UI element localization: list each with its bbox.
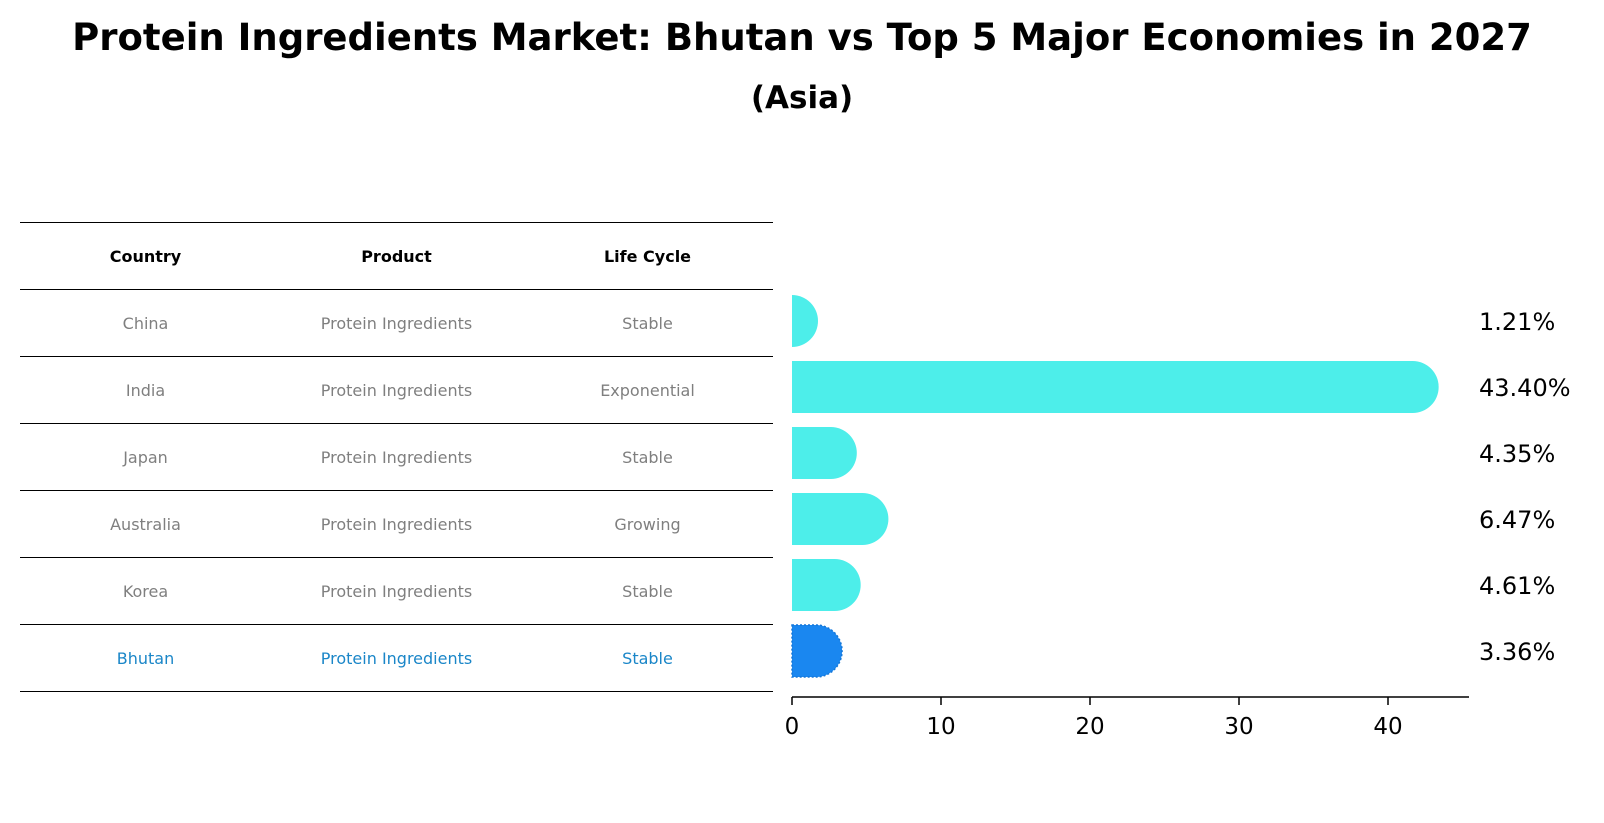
cell-life-cycle: Stable bbox=[622, 581, 673, 601]
cell-country: Bhutan bbox=[116, 648, 175, 668]
table-row-highlighted: Bhutan Protein Ingredients Stable bbox=[20, 624, 773, 692]
value-label: 43.40% bbox=[1479, 374, 1571, 402]
bar-bhutan bbox=[791, 624, 843, 678]
value-label: 4.61% bbox=[1479, 572, 1555, 600]
value-label: 3.36% bbox=[1479, 638, 1555, 666]
cell-product: Protein Ingredients bbox=[320, 447, 473, 467]
cell-product: Protein Ingredients bbox=[320, 648, 473, 668]
cell-product: Protein Ingredients bbox=[320, 380, 473, 400]
data-table: Country Product Life Cycle China Protein… bbox=[20, 222, 773, 692]
cell-country: Korea bbox=[122, 581, 169, 601]
x-tick-label: 10 bbox=[926, 714, 955, 740]
table-header-row: Country Product Life Cycle bbox=[20, 222, 773, 289]
x-tick-label: 40 bbox=[1373, 714, 1402, 740]
cell-product: Protein Ingredients bbox=[320, 581, 473, 601]
x-tick-label: 20 bbox=[1075, 714, 1104, 740]
value-label: 1.21% bbox=[1479, 308, 1555, 336]
cell-product: Protein Ingredients bbox=[320, 313, 473, 333]
cell-country: India bbox=[125, 380, 166, 400]
cell-life-cycle: Stable bbox=[622, 447, 673, 467]
header-life-cycle: Life Cycle bbox=[603, 246, 692, 266]
bar-china bbox=[792, 295, 818, 347]
cell-life-cycle: Stable bbox=[622, 648, 673, 668]
header-country: Country bbox=[109, 246, 182, 266]
value-label: 6.47% bbox=[1479, 506, 1555, 534]
chart-title: Protein Ingredients Market: Bhutan vs To… bbox=[72, 16, 1532, 59]
table-row: Korea Protein Ingredients Stable bbox=[20, 557, 773, 624]
cell-product: Protein Ingredients bbox=[320, 514, 473, 534]
cell-country: Australia bbox=[110, 514, 181, 534]
cell-life-cycle: Growing bbox=[614, 514, 681, 534]
header-product: Product bbox=[361, 246, 432, 266]
cell-life-cycle: Stable bbox=[622, 313, 673, 333]
bar-japan bbox=[792, 427, 857, 479]
bar-korea bbox=[792, 559, 861, 611]
cell-country: Japan bbox=[123, 447, 168, 467]
table-row: China Protein Ingredients Stable bbox=[20, 289, 773, 356]
x-tick-label: 30 bbox=[1224, 714, 1253, 740]
table-row: India Protein Ingredients Exponential bbox=[20, 356, 773, 423]
table-row: Japan Protein Ingredients Stable bbox=[20, 423, 773, 490]
x-tick-label: 0 bbox=[785, 714, 800, 740]
cell-life-cycle: Exponential bbox=[600, 380, 695, 400]
bar-india bbox=[792, 361, 1439, 413]
value-label: 4.35% bbox=[1479, 440, 1555, 468]
bar-australia bbox=[792, 493, 889, 545]
table-row: Australia Protein Ingredients Growing bbox=[20, 490, 773, 557]
cell-country: China bbox=[122, 313, 169, 333]
chart-subtitle: (Asia) bbox=[750, 80, 854, 116]
